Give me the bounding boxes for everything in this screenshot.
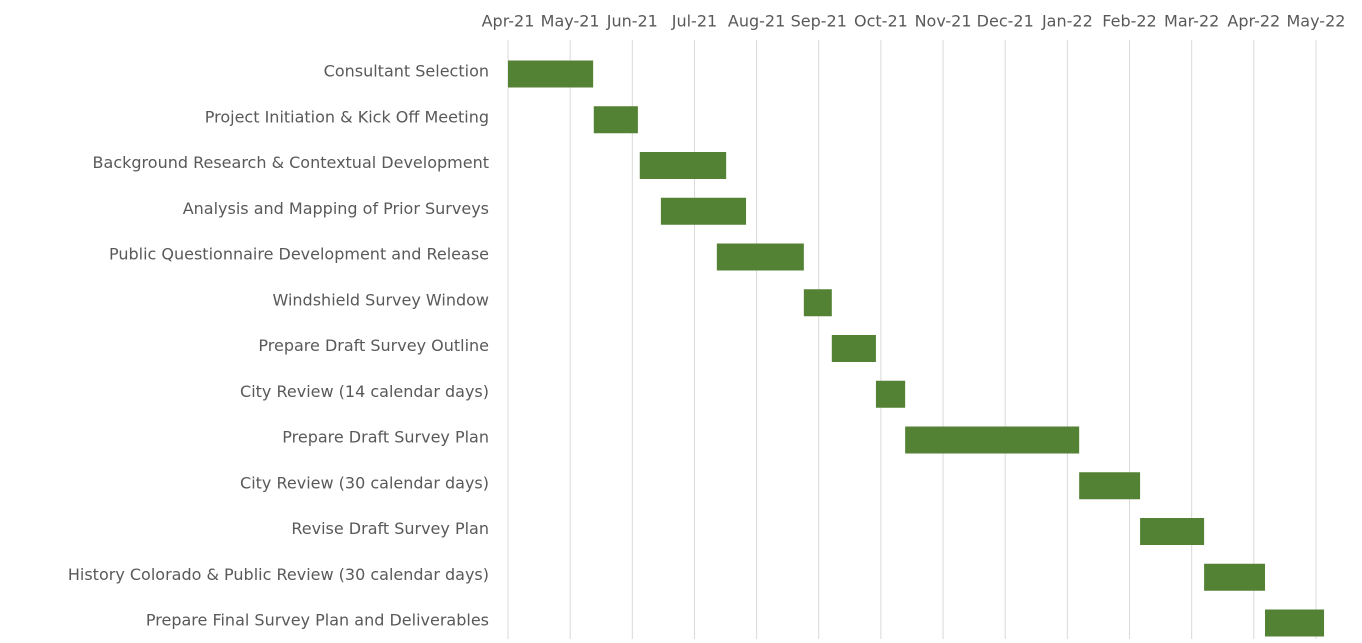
x-tick-label: Feb-22 [1102,12,1156,31]
task-label: Background Research & Contextual Develop… [93,153,489,172]
bar [803,289,832,317]
bar [1265,609,1325,637]
bar [593,106,638,134]
task-label: City Review (14 calendar days) [240,382,489,401]
bar [716,243,804,271]
x-tick-label: May-21 [541,12,600,31]
bar [831,335,876,362]
bar [508,60,594,88]
x-tick-label: May-22 [1287,12,1346,31]
x-tick-label: Jun-21 [606,12,658,31]
x-tick-label: Dec-21 [977,12,1034,31]
bar [875,380,906,408]
task-label: Project Initiation & Kick Off Meeting [205,107,489,126]
task-label: Analysis and Mapping of Prior Surveys [183,199,489,218]
x-tick-label: Aug-21 [728,12,785,31]
task-label: Public Questionnaire Development and Rel… [109,245,489,264]
x-tick-label: Apr-22 [1227,12,1280,31]
bar [1140,518,1205,545]
task-label: History Colorado & Public Review (30 cal… [68,565,489,584]
x-tick-label: Apr-21 [482,12,535,31]
task-label: City Review (30 calendar days) [240,473,489,492]
x-tick-label: Nov-21 [915,12,972,31]
x-tick-label: Sep-21 [791,12,847,31]
task-label: Prepare Final Survey Plan and Deliverabl… [146,611,489,630]
task-label: Revise Draft Survey Plan [291,519,489,538]
task-label: Prepare Draft Survey Outline [258,336,489,355]
bar [1204,563,1266,591]
x-tick-label: Jan-22 [1041,12,1093,31]
task-label: Prepare Draft Survey Plan [282,428,489,447]
bar [660,197,747,225]
bar [639,152,727,179]
task-label: Windshield Survey Window [273,290,490,309]
task-label: Consultant Selection [324,62,489,81]
x-tick-label: Oct-21 [854,12,908,31]
x-tick-label: Jul-21 [671,12,717,31]
bar [1079,472,1141,500]
bar [905,426,1080,454]
x-tick-label: Mar-22 [1164,12,1219,31]
